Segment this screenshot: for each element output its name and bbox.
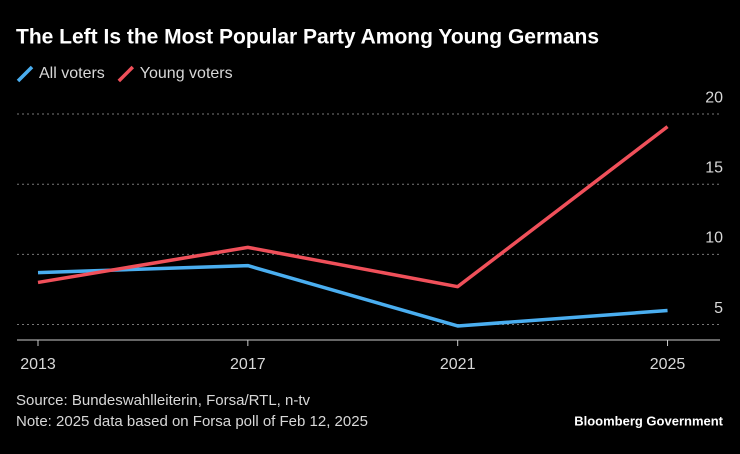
legend-swatch	[16, 65, 34, 83]
y-tick-label: 10	[705, 230, 723, 247]
chart-title: The Left Is the Most Popular Party Among…	[16, 26, 599, 49]
x-tick-label: 2025	[650, 356, 686, 373]
note: Note: 2025 data based on Forsa poll of F…	[16, 413, 368, 430]
y-tick-label: 15	[705, 159, 723, 176]
x-tick-label: 2021	[440, 356, 476, 373]
y-tick-label: 5	[714, 300, 723, 317]
brand: Bloomberg Government	[574, 413, 723, 428]
x-tick-label: 2013	[20, 356, 56, 373]
x-tick-label: 2017	[230, 356, 266, 373]
legend-label: All voters	[39, 65, 105, 82]
series-line	[37, 125, 669, 289]
source: Source: Bundeswahlleiterin, Forsa/RTL, n…	[16, 392, 311, 409]
legend-label: Young voters	[140, 65, 233, 82]
legend-swatch	[117, 65, 135, 83]
series-line	[37, 263, 668, 328]
y-tick-label: 20	[705, 89, 723, 106]
